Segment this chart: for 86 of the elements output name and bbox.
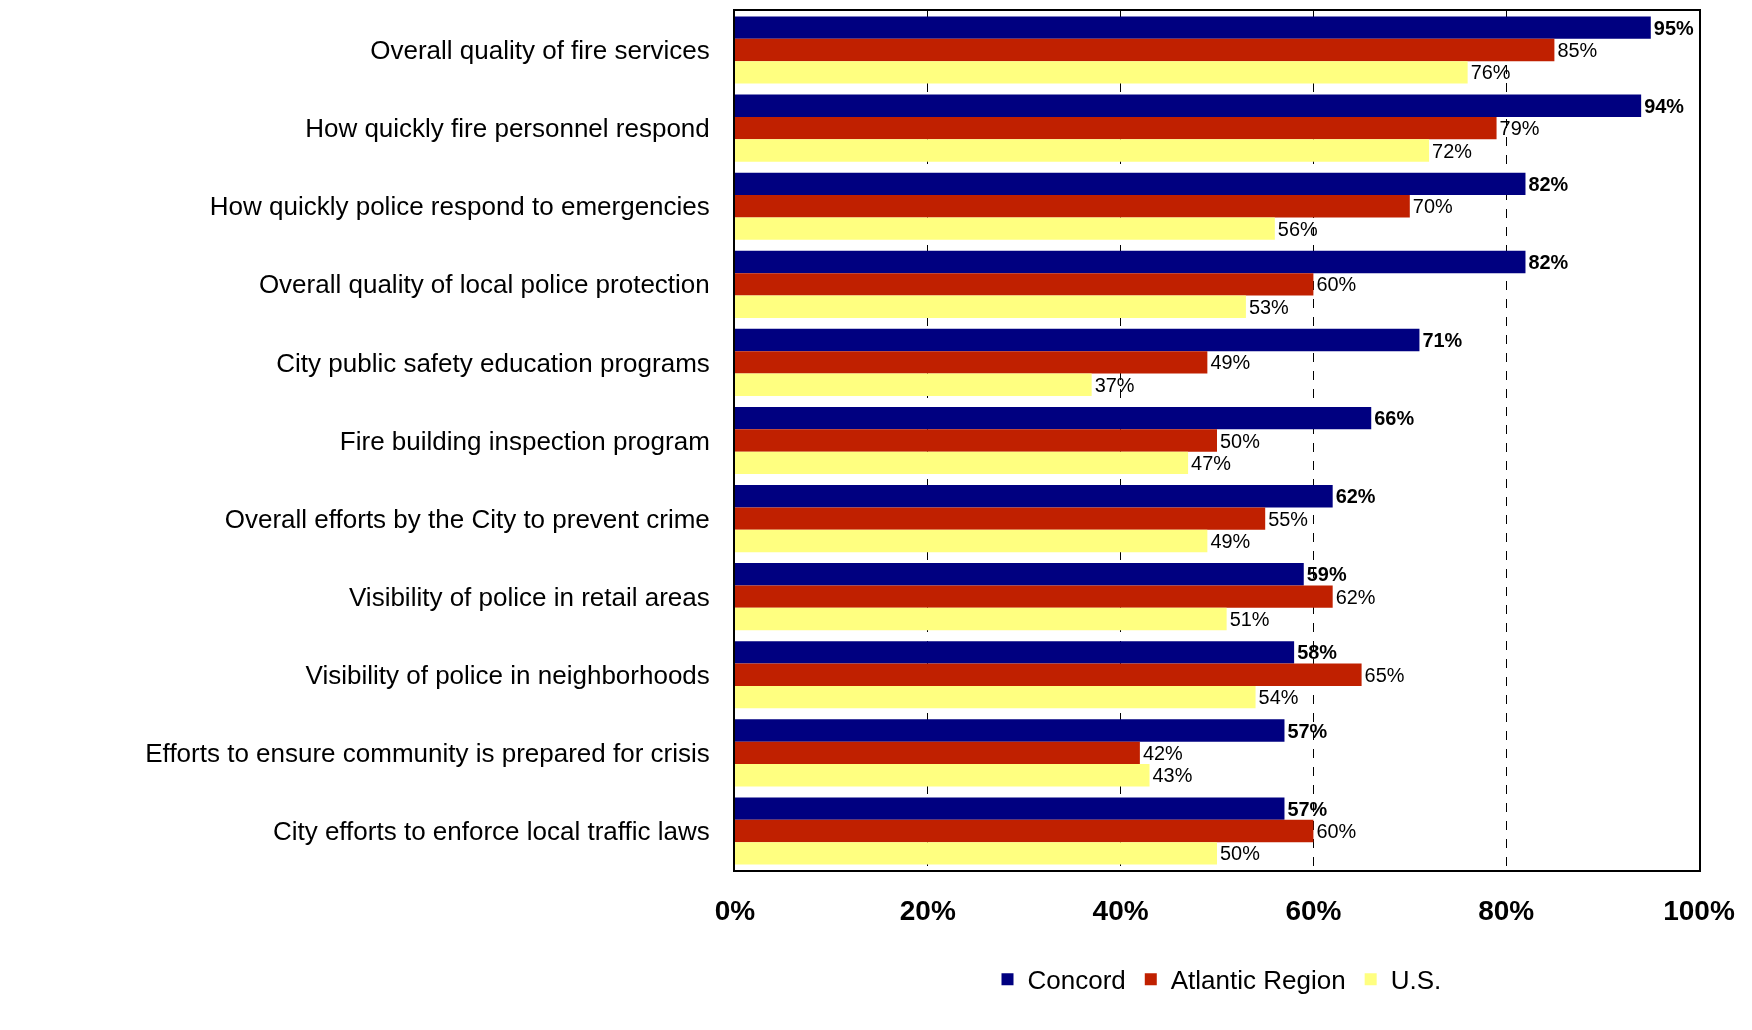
bar [735, 172, 1526, 196]
data-label: 71% [1422, 329, 1463, 352]
data-label: 95% [1653, 16, 1694, 39]
data-label: 65% [1364, 663, 1405, 686]
data-label: 50% [1220, 429, 1260, 452]
bar [735, 819, 1314, 843]
y-tick-label: City efforts to enforce local traffic laws [272, 816, 710, 847]
bar [735, 641, 1295, 664]
data-label: 51% [1229, 608, 1270, 631]
bar [735, 373, 1092, 396]
data-label: 50% [1220, 842, 1260, 865]
data-label: 57% [1287, 797, 1328, 820]
data-label: 70% [1412, 195, 1453, 218]
legend-label: U.S. [1390, 965, 1442, 996]
y-tick-label: Overall efforts by the City to prevent crime [224, 503, 710, 534]
bar [735, 217, 1275, 240]
data-label: 79% [1499, 117, 1540, 140]
data-label: 37% [1094, 373, 1135, 396]
bar [735, 507, 1266, 530]
bar [735, 61, 1468, 84]
data-label: 60% [1316, 273, 1357, 296]
y-tick-label: Visibility of police in retail areas [348, 581, 710, 612]
bar [735, 741, 1140, 765]
y-tick-label: How quickly fire personnel respond [305, 113, 710, 144]
bar [735, 663, 1362, 686]
legend-label: Concord [1027, 965, 1126, 996]
x-tick-label: 100% [1663, 894, 1735, 926]
y-tick-label: Visibility of police in neighborhoods [305, 659, 710, 690]
bar [735, 563, 1304, 586]
data-label: 72% [1432, 139, 1472, 162]
x-tick-label: 20% [899, 894, 956, 926]
bar [735, 250, 1526, 274]
data-label: 82% [1528, 250, 1569, 273]
bar [735, 719, 1285, 742]
bar [735, 764, 1150, 787]
bar [735, 116, 1497, 140]
bar [735, 585, 1333, 608]
y-tick-label: City public safety education programs [276, 347, 710, 378]
data-label: 42% [1142, 741, 1183, 764]
bar [735, 451, 1189, 475]
bar [735, 38, 1555, 62]
data-label: 66% [1374, 407, 1415, 430]
bar [735, 273, 1314, 296]
x-tick-label: 60% [1285, 894, 1342, 926]
data-label: 53% [1248, 295, 1289, 318]
data-label: 59% [1306, 563, 1347, 586]
x-tick-label: 0% [714, 894, 756, 926]
data-label: 94% [1644, 94, 1685, 117]
data-label: 62% [1335, 485, 1376, 508]
x-tick-label: 40% [1092, 894, 1149, 926]
y-tick-label: Efforts to ensure community is prepared for crisis [145, 737, 710, 768]
y-tick-label: Fire building inspection program [339, 425, 710, 456]
bar [735, 685, 1256, 709]
data-label: 49% [1210, 530, 1251, 553]
bar [735, 351, 1208, 374]
x-tick-label: 80% [1478, 894, 1535, 926]
bar [735, 529, 1208, 553]
bar [735, 429, 1217, 452]
bar [735, 406, 1372, 430]
data-label: 55% [1268, 507, 1308, 530]
bar [735, 607, 1227, 631]
y-tick-label: Overall quality of fire services [370, 35, 710, 66]
legend-label: Atlantic Region [1170, 965, 1346, 996]
bar [735, 842, 1217, 865]
bar [735, 139, 1430, 162]
data-label: 43% [1152, 764, 1193, 787]
data-label: 85% [1557, 39, 1598, 62]
data-label: 47% [1191, 451, 1231, 474]
bar [735, 328, 1420, 352]
bar [735, 16, 1651, 39]
data-label: 54% [1258, 686, 1299, 709]
bar [735, 195, 1410, 218]
bar [735, 797, 1285, 820]
data-label: 82% [1528, 172, 1569, 195]
y-tick-label: How quickly police respond to emergencies [209, 191, 710, 222]
data-label: 76% [1470, 61, 1511, 84]
data-label: 62% [1335, 585, 1376, 608]
data-label: 49% [1210, 351, 1251, 374]
data-label: 56% [1277, 217, 1318, 240]
y-tick-label: Overall quality of local police protection [258, 269, 710, 300]
bar [735, 485, 1333, 508]
data-label: 60% [1316, 820, 1357, 842]
bar [735, 94, 1642, 117]
data-label: 57% [1287, 719, 1328, 742]
bar [735, 295, 1246, 318]
data-label: 58% [1297, 641, 1338, 664]
